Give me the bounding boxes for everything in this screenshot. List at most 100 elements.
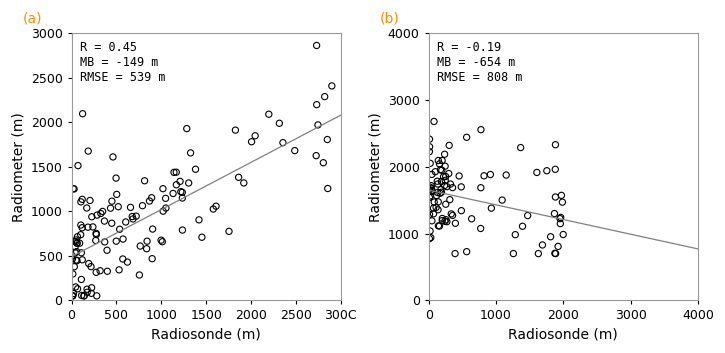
Point [552,244,564,249]
Point [130,213,142,219]
Point [104,205,116,211]
Point [81,289,93,295]
Point [555,192,567,198]
Point [434,223,445,229]
Point [67,293,78,299]
Point [193,217,204,223]
Point [86,214,98,220]
Point [67,186,79,192]
Point [507,251,519,256]
Point [86,285,97,291]
Point [137,203,149,209]
Point [75,277,87,282]
Point [70,244,81,250]
Point [443,171,455,176]
Point [522,213,534,219]
Text: (a): (a) [23,11,43,25]
Point [181,126,193,131]
Point [175,189,186,195]
Point [549,211,560,216]
Point [312,122,324,128]
Point [67,256,78,262]
Point [125,204,136,210]
Point [185,150,196,156]
Point [69,264,80,270]
Point [433,158,444,163]
Point [160,196,171,201]
Point [533,251,544,256]
Point [444,197,455,203]
Text: R = -0.19
MB = -654 m
RMSE = 808 m: R = -0.19 MB = -654 m RMSE = 808 m [436,41,522,84]
Point [429,169,441,174]
Point [91,232,102,237]
Point [127,216,138,222]
Point [249,133,261,139]
Point [78,293,90,299]
Point [536,242,548,248]
Point [196,234,207,240]
Point [263,112,275,117]
Point [134,243,146,249]
Point [95,211,107,216]
Point [183,180,194,186]
Point [83,148,94,154]
Point [444,181,456,187]
Point [425,193,436,199]
Point [475,226,486,231]
Point [238,180,249,186]
Point [157,208,169,214]
Point [146,195,157,201]
Point [445,211,457,217]
Point [94,268,106,274]
Point [423,236,435,241]
Point [91,231,102,236]
Point [67,271,78,277]
Point [453,173,465,179]
Point [177,227,189,233]
Point [141,238,153,244]
Point [70,239,82,244]
Point [86,264,97,269]
Point [170,169,182,175]
Point [475,127,486,132]
Point [439,219,451,224]
Point [77,111,88,116]
Point [461,134,473,140]
Point [120,219,131,225]
Point [126,214,138,219]
Point [102,247,113,253]
Point [67,291,79,297]
Point [82,225,94,230]
Point [230,127,241,133]
Point [486,205,497,211]
Point [434,191,446,196]
Point [72,234,83,240]
Point [146,256,158,262]
Point [424,184,436,190]
Point [160,205,172,211]
Point [99,218,110,224]
Point [138,178,150,184]
Point [431,193,442,198]
Point [223,228,235,234]
Point [544,234,556,240]
Point [497,197,508,203]
Point [112,204,124,210]
Point [76,293,88,298]
Point [450,251,461,256]
Y-axis label: Radiometer (m): Radiometer (m) [368,112,382,222]
Point [72,286,83,292]
Point [99,239,110,245]
Point [168,169,180,175]
Point [277,140,289,145]
Point [210,203,222,209]
Point [68,186,80,192]
Point [432,207,444,213]
Point [455,208,467,214]
Point [106,198,117,204]
Point [441,219,452,225]
Point [207,206,219,212]
Point [550,142,561,148]
Point [423,187,435,192]
Point [67,293,78,299]
